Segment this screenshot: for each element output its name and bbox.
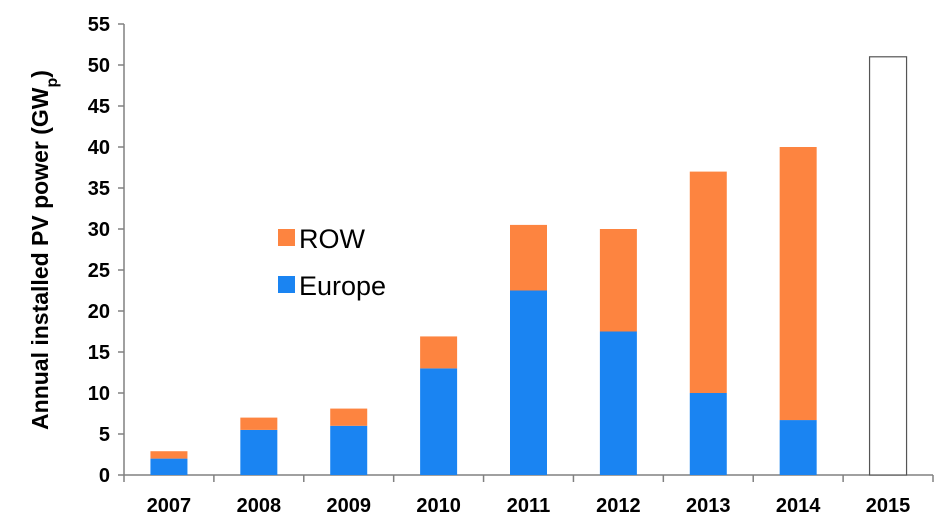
legend: ROW Europe	[278, 224, 386, 301]
bar-row-2009	[330, 408, 368, 426]
y-tick-label: 40	[88, 137, 110, 159]
bar-europe-2014	[779, 420, 817, 475]
y-tick-label: 5	[99, 424, 110, 446]
bar-row-2011	[510, 224, 547, 291]
y-axis-title-subscript: p	[44, 77, 61, 87]
y-tick-label: 30	[88, 219, 110, 241]
bar-europe-2007	[150, 458, 188, 475]
x-tick-label: 2008	[237, 495, 282, 517]
bar-europe-2011	[510, 290, 547, 475]
y-axis-title-close: )	[27, 70, 53, 78]
x-tick-label: 2012	[596, 495, 641, 517]
legend-swatch-row	[278, 229, 295, 246]
bar-europe-2008	[240, 429, 278, 475]
y-tick-label: 10	[88, 383, 110, 405]
x-tick-label: 2014	[776, 495, 821, 517]
y-axis-title: Annual installed PV power (GWp)	[27, 70, 61, 430]
y-tick-label: 35	[88, 178, 110, 200]
bar-empty-2015	[868, 56, 908, 476]
x-tick-label: 2010	[416, 495, 461, 517]
x-tick-label: 2015	[866, 495, 911, 517]
x-tick-label: 2007	[147, 495, 192, 517]
legend-swatch-europe	[278, 276, 295, 293]
bar-europe-2010	[420, 368, 458, 475]
bar-europe-2009	[330, 425, 368, 475]
y-tick-label: 25	[88, 260, 110, 282]
bar-row-2008	[240, 417, 278, 430]
bar-row-2013	[689, 171, 727, 393]
y-tick-label: 45	[88, 96, 110, 118]
x-tick-label: 2013	[686, 495, 731, 517]
y-tick-label: 55	[88, 14, 110, 36]
x-tick-label: 2009	[326, 495, 371, 517]
bar-row-2012	[599, 229, 637, 332]
bar-row-2010	[420, 336, 458, 369]
y-tick-label: 20	[88, 301, 110, 323]
bar-europe-2012	[599, 331, 637, 475]
legend-label-europe: Europe	[299, 271, 386, 301]
x-tick-label: 2011	[507, 495, 550, 517]
y-tick-label: 15	[88, 342, 110, 364]
y-tick-label: 50	[88, 55, 110, 77]
bar-row-2014	[779, 147, 817, 421]
y-axis-title-main: Annual installed PV power (GW	[27, 87, 53, 430]
bar-row-2007	[150, 451, 188, 459]
legend-label-row: ROW	[299, 224, 366, 254]
x-tick-group: 2007 2008 2009 2010 2011 2012 2013 2014 2015	[123, 475, 934, 517]
y-tick-label: 0	[99, 465, 110, 487]
bar-group	[150, 56, 908, 476]
y-tick-group: 0 5 10 15 20 25 30 35 40 45 50 55	[88, 14, 124, 487]
bar-europe-2013	[689, 393, 727, 475]
